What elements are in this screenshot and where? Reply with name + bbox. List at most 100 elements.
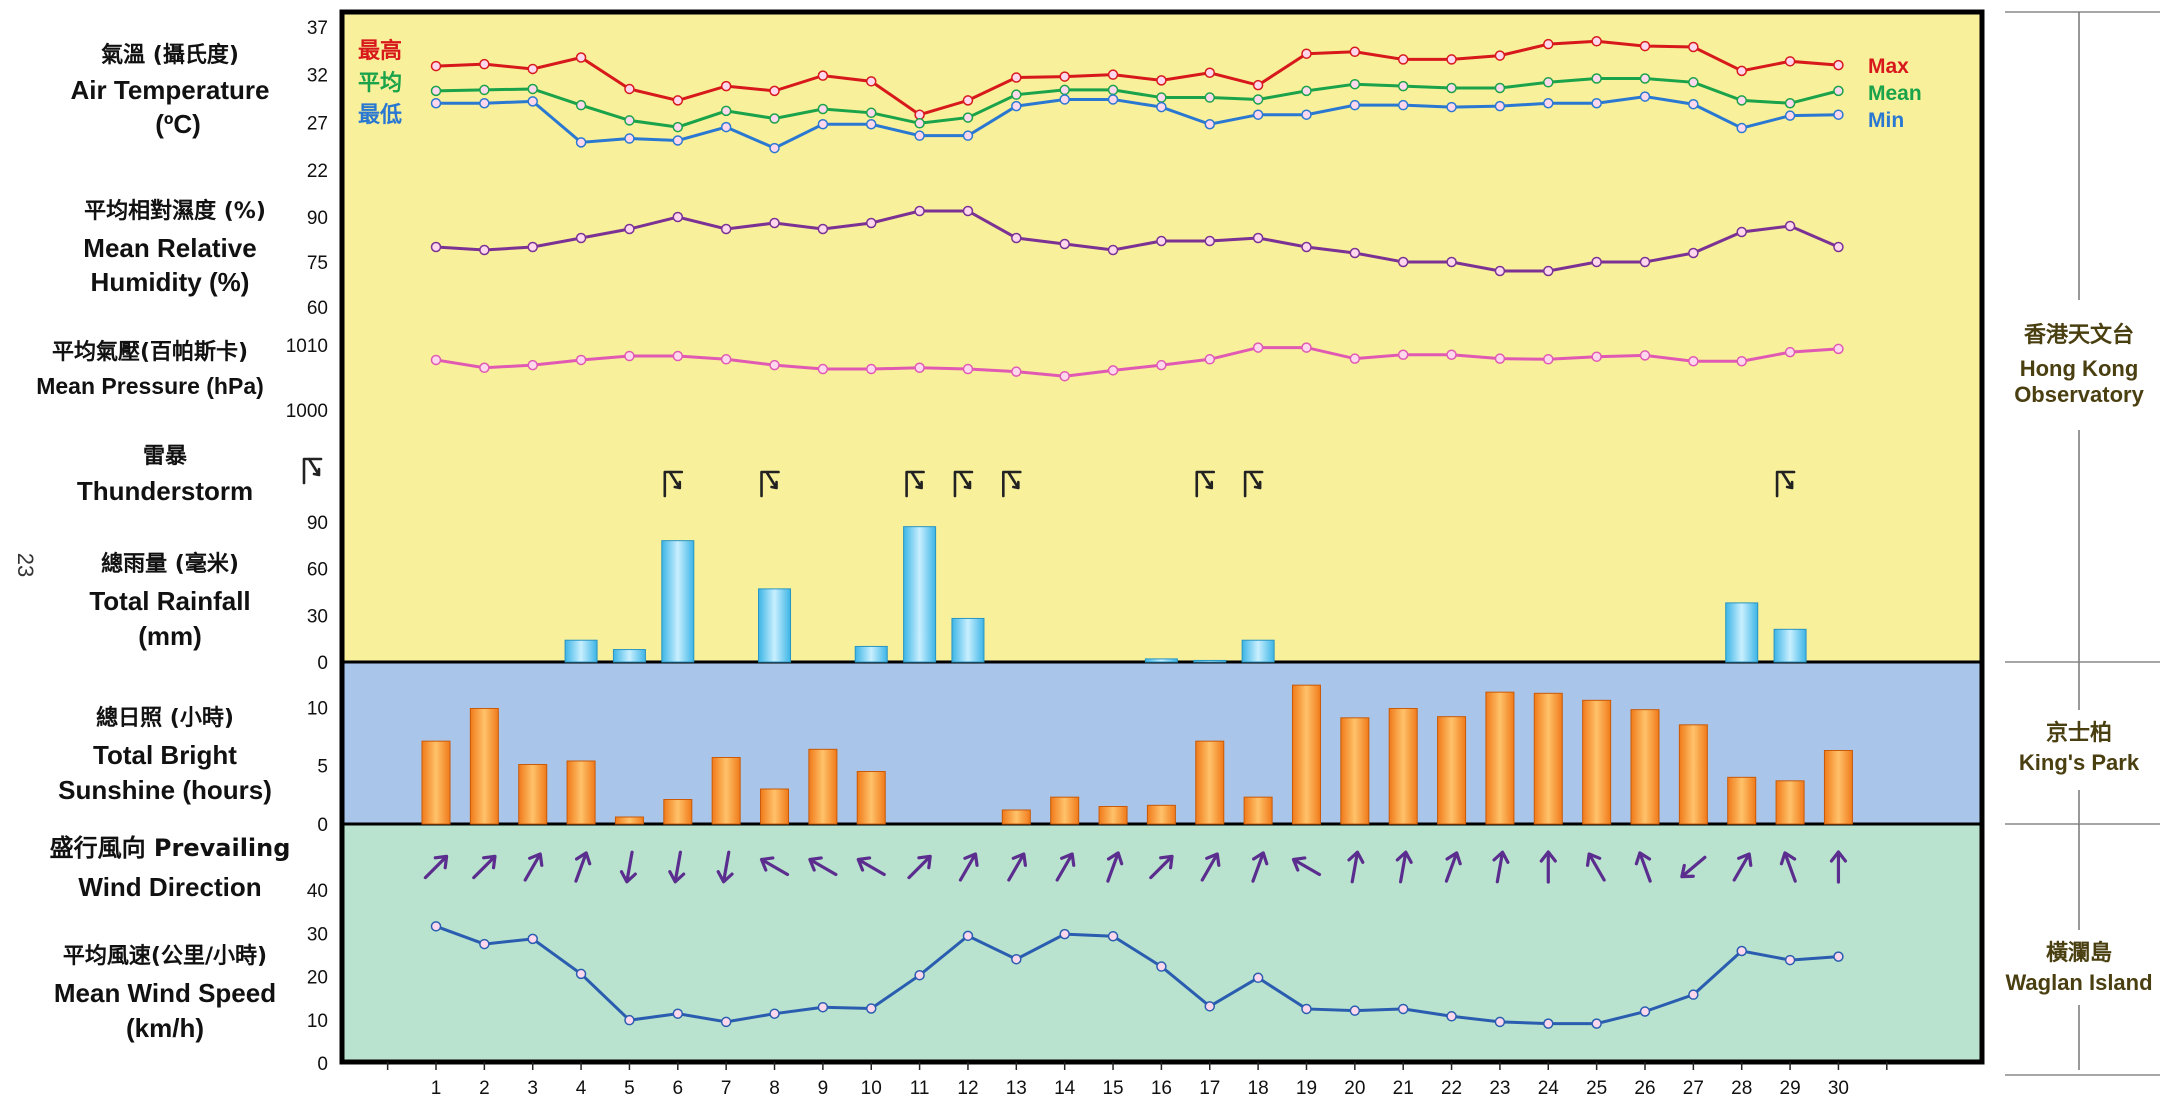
sunshine-bar — [1775, 780, 1805, 825]
temperature-max-point — [1397, 54, 1409, 65]
wind-direction-arrow-icon — [1149, 854, 1174, 880]
wind-speed-point — [527, 933, 538, 945]
chart-marks — [421, 36, 1853, 1029]
wind-speed-point — [720, 1016, 732, 1028]
wind-direction-arrow-icon — [856, 856, 886, 877]
temperature-min-point — [430, 98, 442, 109]
humidity-point — [575, 232, 587, 244]
x-tick-label: 24 — [1538, 1078, 1560, 1099]
temperature-max-point — [1107, 69, 1119, 80]
humidity-tick-label: 90 — [307, 208, 328, 229]
temperature-min-point — [1591, 98, 1602, 109]
station-waglan-zh: 橫瀾島 — [2046, 940, 2112, 966]
temperature-max-point — [1156, 75, 1167, 86]
temperature-min-point — [1784, 110, 1796, 121]
thunderstorm-mark — [1775, 470, 1796, 498]
rainfall-bar — [1241, 639, 1275, 663]
humidity-point — [1688, 247, 1699, 259]
temperature-max-point — [1252, 79, 1264, 91]
x-tick-label: 3 — [527, 1078, 538, 1099]
rainfall-bar — [564, 639, 598, 663]
wind-direction-arrow-icon — [1347, 850, 1365, 884]
temperature-mean-point — [1011, 89, 1022, 100]
page-number: 23 — [13, 553, 38, 577]
pressure-point — [672, 350, 684, 362]
temperature-max-point — [479, 58, 490, 70]
humidity-point — [1397, 256, 1409, 268]
sunshine-bar — [856, 771, 886, 825]
pressure-point — [1446, 349, 1457, 360]
humidity-point — [527, 241, 538, 253]
wind-direction-arrow-icon — [907, 854, 932, 880]
thunderstorm-mark — [663, 470, 684, 498]
temperature-min-point — [1494, 100, 1506, 112]
temperature-max-point — [1301, 48, 1312, 59]
humidity-point — [1784, 220, 1796, 232]
temperature-min-point — [1107, 94, 1119, 105]
temperature-max-point — [1688, 41, 1699, 53]
wind-speed-line — [435, 924, 1839, 1026]
wind-speed-point — [1397, 1003, 1409, 1015]
pressure-point — [1011, 366, 1022, 377]
temperature-max-point — [1736, 65, 1747, 77]
sunshine-bar — [1050, 796, 1080, 825]
thunderstorm-mark — [905, 470, 925, 498]
station-observatory-en-2: Observatory — [2014, 382, 2144, 407]
pressure-point — [1736, 356, 1747, 367]
humidity-tick-label: 60 — [307, 298, 328, 319]
legend-mean-en: Mean — [1868, 82, 1922, 105]
pressure-tick-label: 1010 — [286, 336, 328, 357]
humidity-point — [1736, 226, 1747, 238]
wind-speed-label-en-1: Mean Wind Speed — [54, 978, 276, 1008]
legend-max-zh: 最高 — [358, 38, 402, 64]
rainfall-tick-label: 0 — [317, 653, 328, 674]
sunshine-tick-label: 0 — [317, 815, 328, 836]
rainfall-label-zh: 總雨量 (毫米) — [101, 551, 239, 577]
humidity-point — [1446, 256, 1457, 268]
sunshine-label-en-1: Total Bright — [93, 740, 237, 770]
wind-direction-arrow-icon — [1200, 852, 1221, 882]
wind-speed-point — [1107, 931, 1119, 942]
row-labels: 氣溫 (攝氏度) Air Temperature (ºC) 平均相對濕度 (%)… — [36, 42, 290, 1043]
humidity-point — [1011, 232, 1022, 244]
legend-mean-zh: 平均 — [358, 70, 402, 96]
temperature-mean-point — [430, 85, 442, 97]
sunshine-bar — [566, 760, 596, 825]
wind-speed-point — [914, 969, 925, 981]
sunshine-bar — [1533, 692, 1563, 825]
pressure-point — [624, 350, 635, 362]
rainfall-label-en-2: (mm) — [138, 621, 202, 651]
x-tick-label: 30 — [1828, 1078, 1849, 1099]
temperature-mean-point — [1833, 85, 1844, 97]
x-tick-label: 1 — [431, 1078, 442, 1099]
wind-speed-point — [1639, 1006, 1651, 1017]
sunshine-bar — [421, 740, 451, 825]
pressure-point — [1059, 370, 1070, 382]
x-tick-label: 4 — [576, 1078, 587, 1099]
sunshine-bar — [1678, 724, 1708, 825]
temperature-mean-point — [769, 113, 780, 124]
wind-speed-tick-label: 20 — [307, 968, 328, 989]
rainfall-bar — [758, 588, 792, 663]
wind-speed-point — [672, 1008, 684, 1019]
wind-direction-arrow-icon — [1007, 852, 1027, 882]
temperature-mean-point — [962, 112, 974, 123]
wind-direction-label-en: Wind Direction — [78, 872, 261, 902]
humidity-point — [1204, 235, 1216, 247]
x-tick-label: 17 — [1199, 1078, 1220, 1099]
pressure-point — [1252, 342, 1264, 353]
wind-direction-arrow-icon — [1291, 856, 1322, 877]
station-kings-park-en: King's Park — [2019, 750, 2140, 775]
humidity-line — [435, 209, 1840, 273]
humidity-point — [1107, 244, 1119, 256]
temperature-min-point — [1301, 109, 1312, 120]
humidity-point — [720, 223, 732, 235]
humidity-point — [1833, 241, 1844, 253]
pressure-point — [1156, 359, 1167, 371]
sunshine-bar — [1823, 750, 1853, 825]
wind-direction-label-zh: 盛行風向 Prevailing — [50, 834, 291, 862]
x-tick-label: 26 — [1634, 1078, 1655, 1099]
sunshine-tick-label: 10 — [307, 698, 328, 719]
rainfall-bar — [661, 540, 695, 663]
wind-direction-arrow-icon — [1395, 850, 1413, 884]
